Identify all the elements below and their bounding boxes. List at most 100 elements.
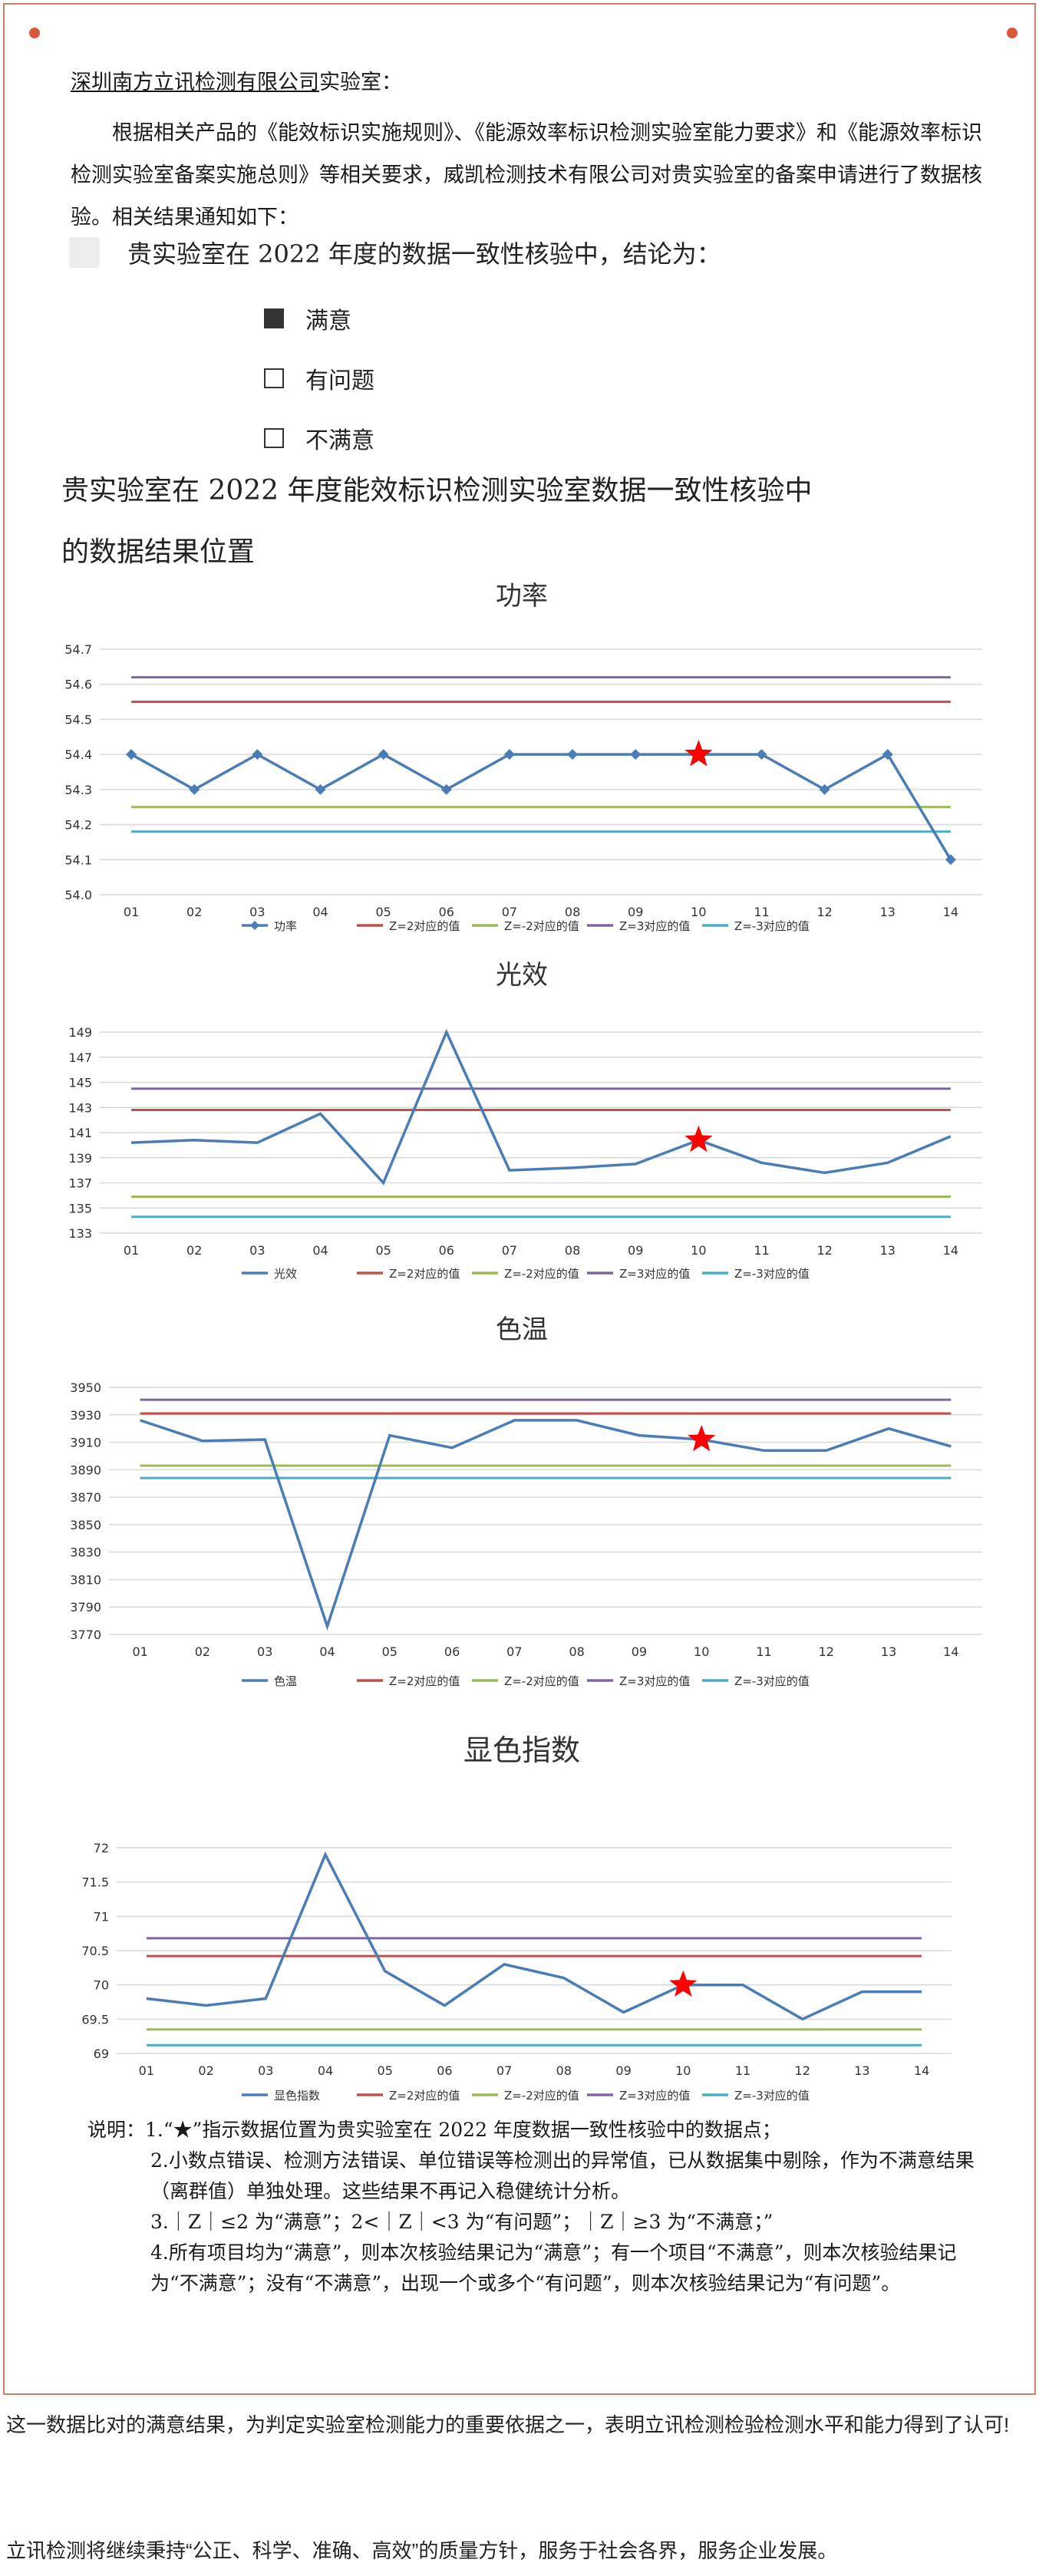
note-3: 3.｜Z｜≤2 为“满意”；2<｜Z｜<3 为“有问题”；｜Z｜≥3 为“不满意… <box>150 2211 773 2233</box>
series-line <box>130 752 952 861</box>
x-tick-label: 04 <box>312 905 328 919</box>
note-4: 4.所有项目均为“满意”，则本次核验结果记为“满意”；有一个项目“不满意”，则本… <box>150 2241 957 2294</box>
x-tick-label: 12 <box>795 2063 810 2078</box>
intro-paragraph: 根据相关产品的《能效标识实施规则》、《能源效率标识检测实验室能力要求》和《能源效… <box>71 121 982 229</box>
data-point <box>126 749 137 760</box>
legend-marker <box>250 921 259 930</box>
x-tick-label: 14 <box>943 1644 958 1659</box>
x-tick-label: 10 <box>691 1243 706 1258</box>
y-tick-label: 54.6 <box>64 678 92 692</box>
option-label: 满意 <box>305 308 351 335</box>
data-point <box>945 854 956 866</box>
addressee: 深圳南方立讯检测有限公司实验室： <box>71 68 991 98</box>
x-tick-label: 12 <box>819 1644 834 1659</box>
letter-body: 深圳南方立讯检测有限公司实验室： 根据相关产品的《能效标识实施规则》、《能源效率… <box>71 68 991 239</box>
x-tick-label: 01 <box>124 905 139 919</box>
chart-power: 功率 54.0 54.1 54.2 54.3 54.4 54.5 54.6 54.7 01 02 03… <box>46 572 998 948</box>
section-title-line-1: 贵实验室在 2022 年度能效标识检测实验室数据一致性核验中 <box>61 475 813 506</box>
addressee-company: 深圳南方立讯检测有限公司 <box>71 71 319 94</box>
legend-label: Z=2对应的值 <box>389 1674 460 1688</box>
chart-luminous-efficacy: 光效 133 135 137 139 141 143 145 147 149 01 02 03 04 05 0… <box>46 952 998 1304</box>
data-point <box>567 749 579 760</box>
y-tick-label: 3950 <box>70 1380 101 1395</box>
data-point <box>378 749 389 760</box>
x-tick-label: 06 <box>439 905 454 919</box>
document-frame <box>3 3 1036 2395</box>
legend-label: 显色指数 <box>274 2089 320 2103</box>
legend-label: 功率 <box>274 919 297 933</box>
legend-label: 色温 <box>274 1674 297 1688</box>
series-line <box>131 1028 952 1186</box>
legend-label: Z=-3对应的值 <box>734 2089 810 2103</box>
x-tick-label: 12 <box>816 905 832 919</box>
section-title: 贵实验室在 2022 年度能效标识检测实验室数据一致性核验中 的数据结果位置 <box>61 460 982 583</box>
data-point <box>819 783 830 795</box>
y-tick-label: 3910 <box>70 1436 101 1450</box>
x-tick-label: 01 <box>132 1644 147 1659</box>
footer-statement: 这一数据比对的满意结果，为判定实验室检测能力的重要依据之一，表明立讯检测检验检测… <box>6 2413 1010 2436</box>
data-point <box>440 783 452 795</box>
series-line <box>146 1851 922 2021</box>
chart-svg: 显色指数 69 69.5 70 70.5 71 71.5 72 01 02 03 04 05 06 07 08… <box>81 1733 952 2103</box>
conclusion-line: 贵实验室在 2022 年度的数据一致性核验中，结论为： <box>69 235 990 270</box>
x-tick-label: 08 <box>565 1243 580 1258</box>
section-title-line-2: 的数据结果位置 <box>61 536 256 568</box>
y-tick-label: 54.3 <box>64 783 92 797</box>
x-tick-label: 07 <box>506 1644 522 1659</box>
legend-label: Z=2对应的值 <box>389 2089 460 2103</box>
x-tick-label: 03 <box>257 1644 272 1659</box>
y-tick-label: 133 <box>68 1226 92 1241</box>
y-tick-label: 3790 <box>70 1600 101 1615</box>
note-1: 说明：1.“★”指示数据位置为贵实验室在 2022 年度数据一致性核验中的数据点… <box>87 2119 781 2141</box>
y-tick-label: 3810 <box>70 1572 101 1587</box>
x-tick-label: 13 <box>880 905 896 919</box>
option-satisfied: 满意 <box>264 289 374 348</box>
x-tick-label: 13 <box>880 1243 896 1258</box>
x-tick-label: 03 <box>249 905 265 919</box>
chart-color-temperature: 色温 3770 3790 3810 3830 3850 3870 3890 3910 3930 39… <box>46 1309 998 1708</box>
chart-color-rendering-index: 显色指数 69 69.5 70 70.5 71 71.5 72 01 02 03 04 05 06 07 08… <box>46 1716 998 2115</box>
addressee-suffix: 实验室： <box>319 71 402 94</box>
y-tick-label: 141 <box>68 1126 92 1140</box>
corner-dot <box>29 28 40 38</box>
y-tick-label: 147 <box>68 1051 92 1065</box>
notes: 说明：1.“★”指示数据位置为贵实验室在 2022 年度数据一致性核验中的数据点… <box>87 2115 978 2299</box>
y-tick-label: 3830 <box>70 1545 101 1560</box>
x-tick-label: 03 <box>249 1243 265 1258</box>
x-tick-label: 11 <box>735 2063 750 2078</box>
y-tick-label: 69 <box>94 2047 109 2061</box>
data-point <box>882 749 893 760</box>
data-point <box>189 783 200 795</box>
x-tick-label: 05 <box>378 2063 393 2078</box>
x-tick-label: 10 <box>691 905 706 919</box>
x-tick-label: 07 <box>502 1243 517 1258</box>
y-tick-label: 54.2 <box>64 818 92 833</box>
y-tick-label: 69.5 <box>81 2012 109 2027</box>
data-point <box>252 749 263 760</box>
data-point <box>630 749 642 760</box>
x-tick-label: 02 <box>186 1243 202 1258</box>
x-tick-label: 04 <box>312 1243 328 1258</box>
legend-label: Z=3对应的值 <box>619 2089 690 2103</box>
legend-label: Z=-3对应的值 <box>734 919 810 933</box>
x-tick-label: 08 <box>556 2063 572 2078</box>
star-icon <box>684 1125 713 1153</box>
y-tick-label: 3870 <box>70 1490 101 1505</box>
y-tick-label: 3890 <box>70 1463 101 1477</box>
data-point <box>756 749 767 760</box>
x-tick-label: 02 <box>195 1644 210 1659</box>
x-tick-label: 13 <box>881 1644 896 1659</box>
chart-svg: 功率 54.0 54.1 54.2 54.3 54.4 54.5 54.6 54.7 01 02 03… <box>64 581 982 933</box>
note-2: 2.小数点错误、检测方法错误、单位错误等检测出的异常值，已从数据集中剔除，作为不… <box>150 2149 975 2202</box>
y-tick-label: 70 <box>94 1978 109 1993</box>
x-tick-label: 09 <box>628 1243 643 1258</box>
y-tick-label: 139 <box>68 1151 92 1166</box>
x-tick-label: 06 <box>439 1243 454 1258</box>
legend-label: Z=-2对应的值 <box>504 1267 579 1281</box>
legend-label: Z=3对应的值 <box>619 1674 690 1688</box>
x-tick-label: 14 <box>914 2063 929 2078</box>
conclusion-text: 贵实验室在 2022 年度的数据一致性核验中，结论为： <box>127 239 721 269</box>
document-icon <box>69 237 100 268</box>
x-tick-label: 11 <box>754 905 769 919</box>
chart-title: 光效 <box>496 960 548 991</box>
